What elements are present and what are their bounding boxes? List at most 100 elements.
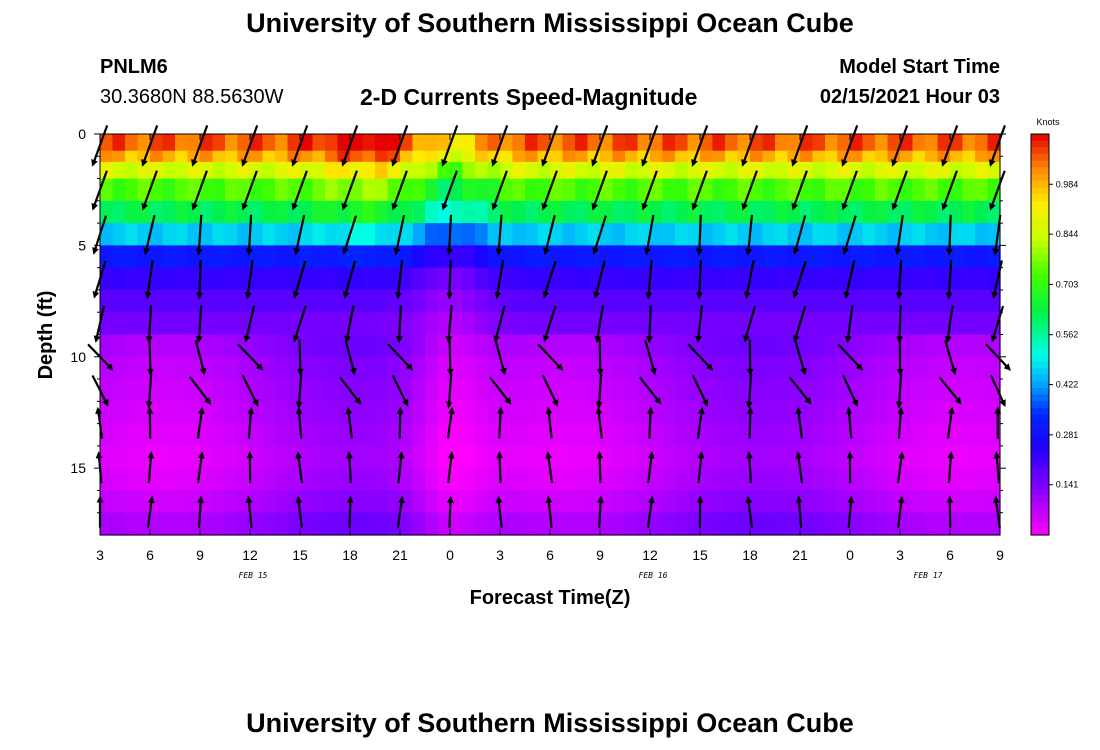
- heatmap-cell: [487, 150, 501, 163]
- heatmap-cell: [625, 223, 639, 246]
- heatmap-cell: [762, 200, 776, 224]
- colorbar-swatch: [1031, 361, 1049, 369]
- heatmap-cell: [100, 334, 114, 358]
- heatmap-cell: [400, 334, 414, 358]
- current-arrow: [341, 125, 359, 167]
- heatmap-cell: [787, 468, 801, 492]
- heatmap-cell: [162, 161, 176, 180]
- heatmap-cell: [300, 445, 314, 469]
- heatmap-cell: [525, 490, 539, 514]
- heatmap-cell: [275, 289, 289, 313]
- heatmap-cell: [937, 134, 951, 152]
- heatmap-cell: [337, 178, 351, 202]
- heatmap-cell: [925, 134, 939, 152]
- colorbar-swatch: [1031, 434, 1049, 443]
- heatmap-cell: [475, 200, 489, 224]
- heatmap-cell: [125, 289, 139, 313]
- heatmap-cell: [925, 423, 939, 447]
- current-arrow: [645, 305, 653, 344]
- heatmap-cell: [250, 490, 264, 514]
- heatmap-cell: [462, 512, 476, 536]
- heatmap-cell: [137, 468, 151, 492]
- heatmap-cell: [687, 267, 701, 291]
- heatmap-cell: [950, 423, 964, 447]
- heatmap-cell: [550, 289, 564, 313]
- heatmap-cell: [375, 423, 389, 447]
- heatmap-cell: [600, 379, 614, 402]
- heatmap-cell: [725, 356, 739, 380]
- x-tick-label: 18: [342, 547, 358, 563]
- heatmap-cell: [725, 223, 739, 246]
- heatmap-cell: [800, 150, 814, 163]
- heatmap-cell: [837, 289, 851, 313]
- current-arrow: [194, 339, 207, 376]
- heatmap-cell: [200, 512, 214, 536]
- heatmap-cell: [212, 267, 226, 291]
- heatmap-cell: [175, 200, 189, 224]
- heatmap-cell: [812, 379, 826, 402]
- heatmap-cell: [875, 245, 889, 269]
- colorbar-swatch: [1031, 408, 1049, 416]
- heatmap-cell: [450, 334, 464, 358]
- heatmap-cell: [687, 401, 701, 425]
- heatmap-cell: [650, 512, 664, 536]
- heatmap-cell: [912, 245, 926, 269]
- heatmap-cell: [625, 423, 639, 447]
- heatmap-cell: [937, 401, 951, 425]
- heatmap-cell: [687, 379, 701, 402]
- heatmap-cell: [962, 161, 976, 180]
- heatmap-cell: [762, 245, 776, 269]
- heatmap-cell: [162, 150, 176, 163]
- heatmap-cell: [137, 178, 151, 202]
- heatmap-cell: [687, 512, 701, 536]
- current-arrow: [894, 214, 904, 256]
- heatmap-cell: [300, 312, 314, 336]
- heatmap-cell: [862, 356, 876, 380]
- heatmap-cell: [112, 150, 126, 163]
- heatmap-cell: [800, 245, 814, 269]
- heatmap-cell: [412, 245, 426, 269]
- heatmap-cell: [925, 161, 939, 180]
- heatmap-cell: [762, 134, 776, 152]
- heatmap-cell: [612, 423, 626, 447]
- colorbar-swatch: [1031, 147, 1049, 155]
- heatmap-cell: [187, 178, 201, 202]
- heatmap-cell: [900, 267, 914, 291]
- heatmap-cell: [812, 178, 826, 202]
- heatmap-cell: [137, 379, 151, 402]
- colorbar-swatch: [1031, 174, 1049, 182]
- heatmap-cell: [262, 334, 276, 358]
- colorbar-swatch: [1031, 194, 1049, 202]
- current-arrow: [445, 305, 453, 344]
- heatmap-cell: [875, 289, 889, 313]
- heatmap-cell: [812, 423, 826, 447]
- x-tick-label: 9: [596, 547, 604, 563]
- heatmap-cell: [712, 379, 726, 402]
- current-arrow: [296, 339, 304, 376]
- heatmap-cell: [912, 401, 926, 425]
- colorbar-swatch: [1031, 488, 1049, 496]
- heatmap-cell: [550, 161, 564, 180]
- heatmap-cell: [450, 223, 464, 246]
- heatmap-cell: [625, 468, 639, 492]
- colorbar-swatch: [1031, 394, 1049, 402]
- heatmap-cell: [300, 379, 314, 402]
- heatmap-cell: [925, 267, 939, 291]
- heatmap-cell: [350, 423, 364, 447]
- heatmap-cell: [337, 356, 351, 380]
- heatmap-cell: [212, 423, 226, 447]
- colorbar-tick-label: 0.281: [1056, 430, 1079, 440]
- current-arrow: [641, 125, 659, 167]
- heatmap-cell: [825, 223, 839, 246]
- heatmap-cell: [500, 334, 514, 358]
- heatmap-cell: [300, 267, 314, 291]
- heatmap-cell: [275, 161, 289, 180]
- heatmap-cell: [875, 161, 889, 180]
- heatmap-cell: [137, 356, 151, 380]
- heatmap-cell: [862, 334, 876, 358]
- heatmap-cell: [262, 356, 276, 380]
- heatmap-cell: [525, 512, 539, 536]
- heatmap-cell: [750, 445, 764, 469]
- heatmap-cell: [350, 401, 364, 425]
- heatmap-cell: [412, 223, 426, 246]
